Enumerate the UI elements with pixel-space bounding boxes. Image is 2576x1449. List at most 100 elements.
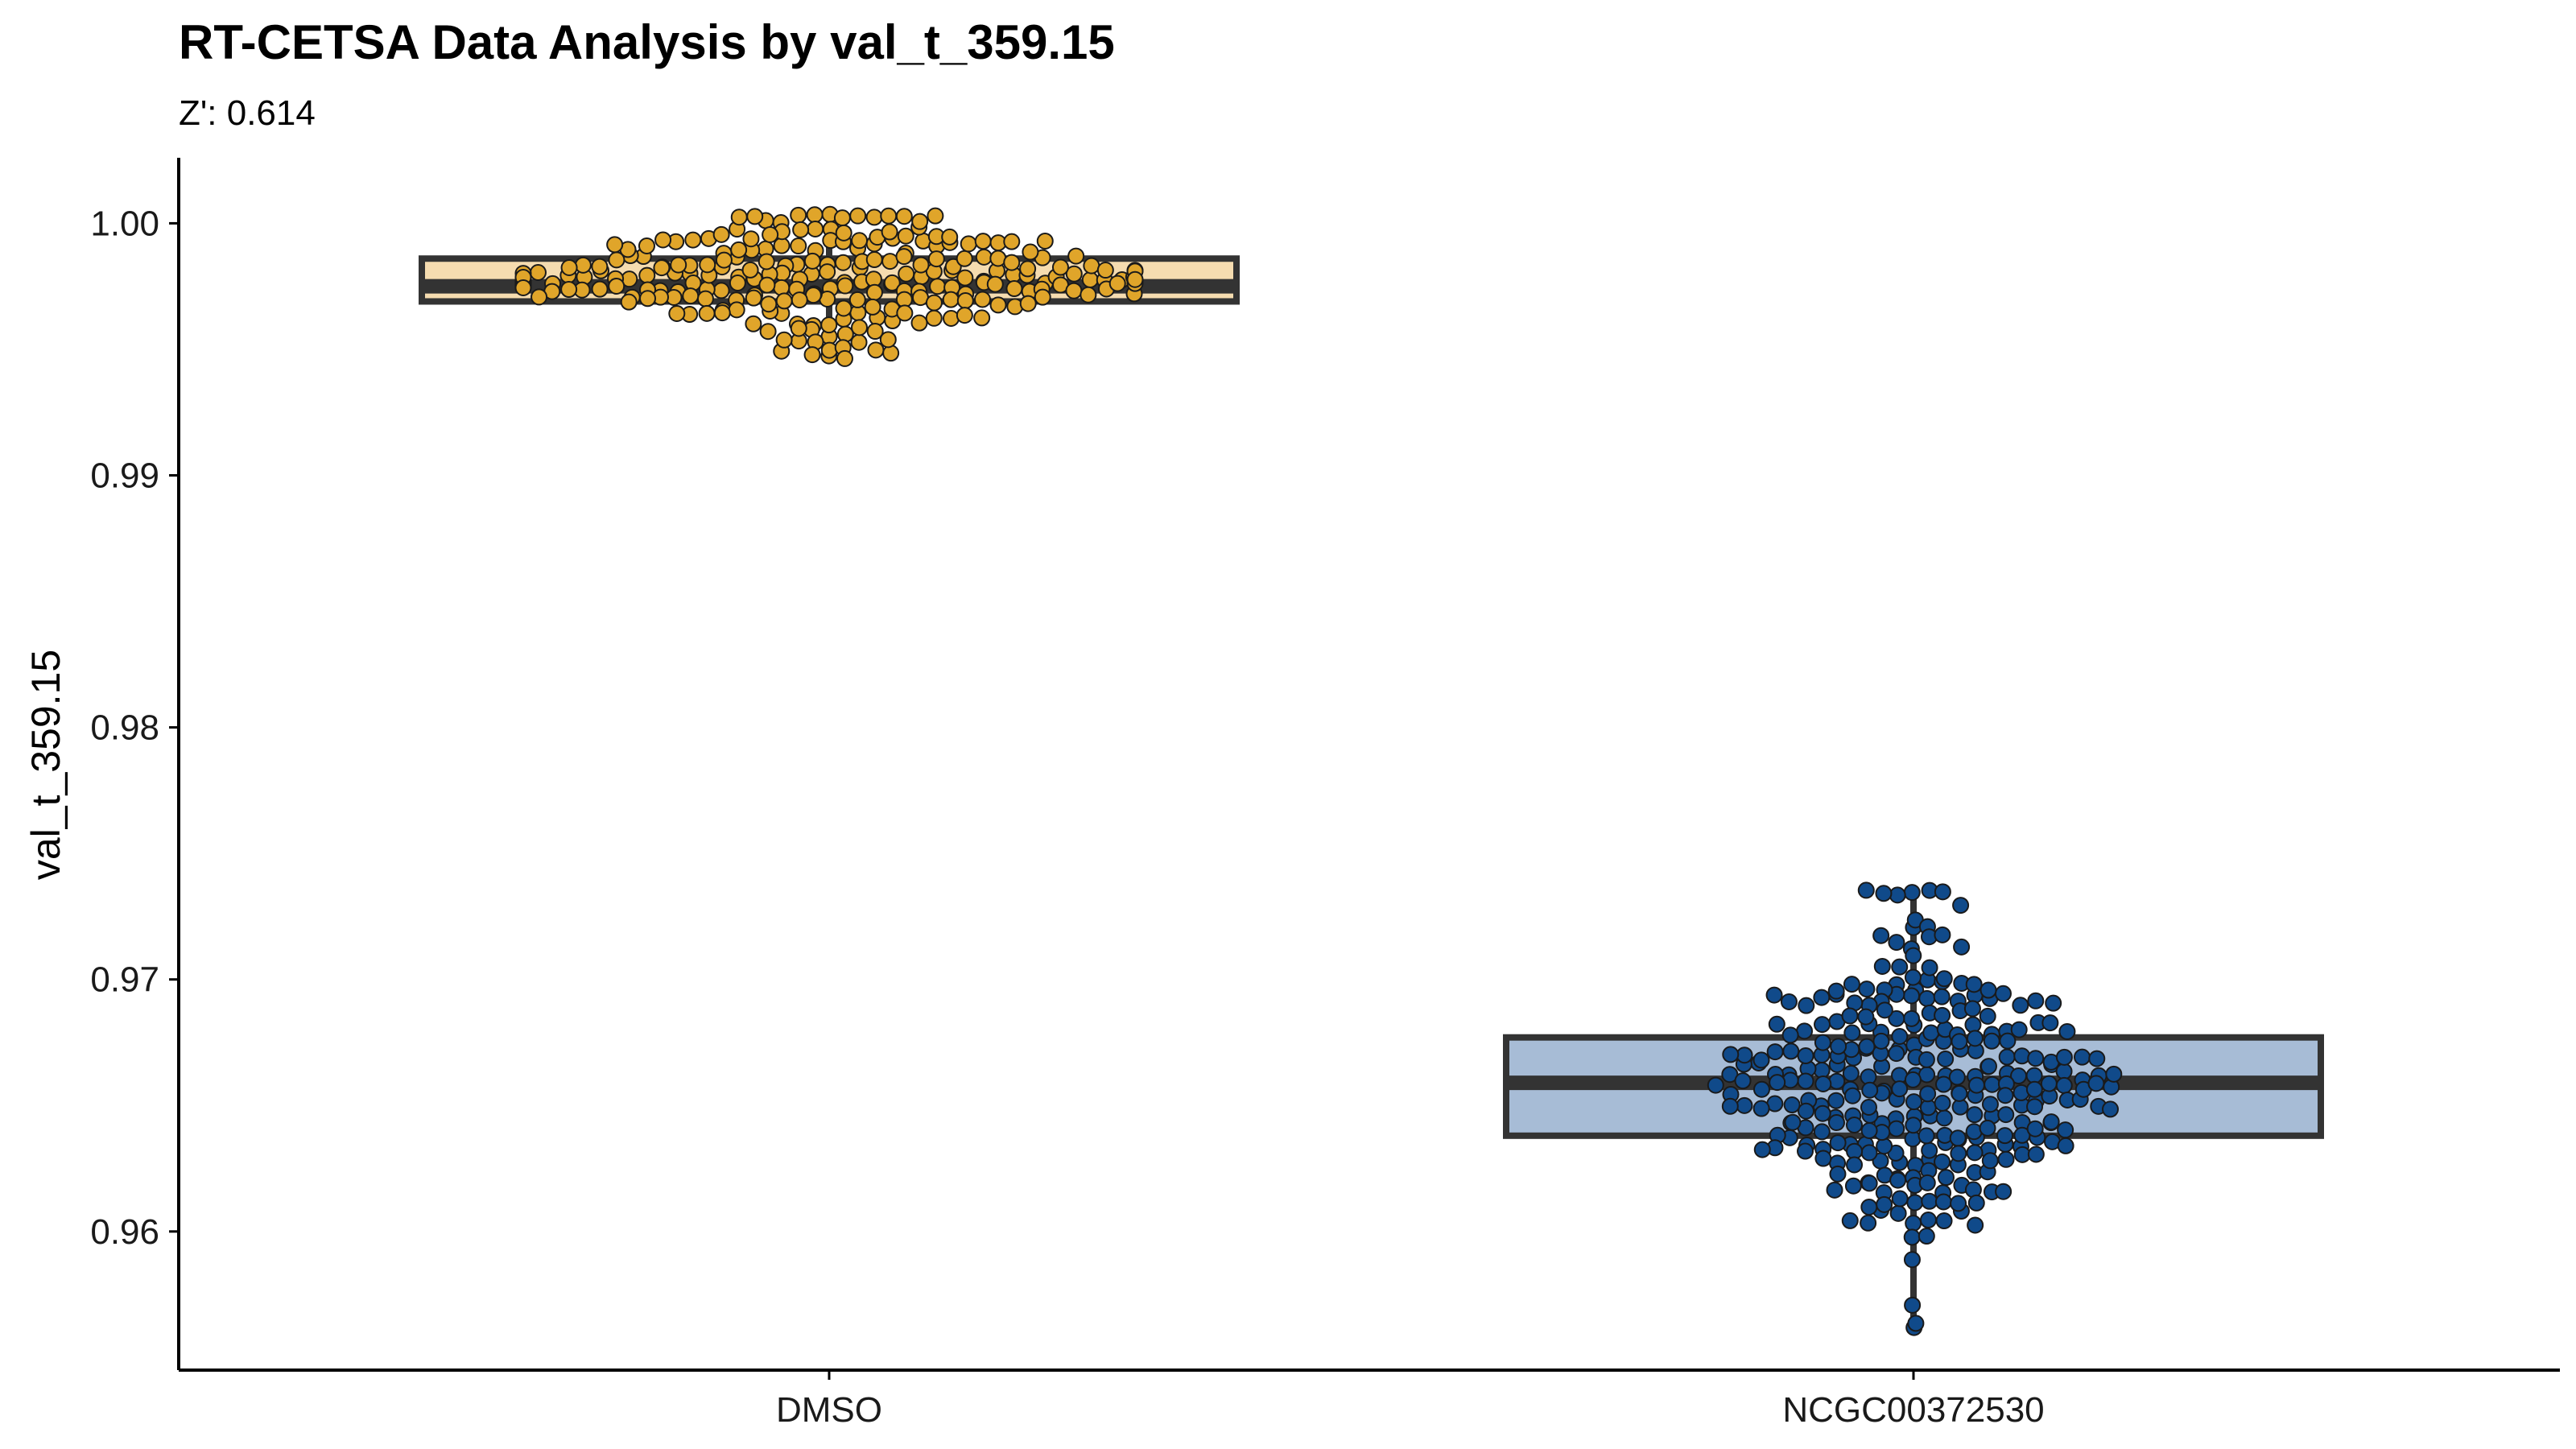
data-point [944, 258, 962, 275]
data-point [1022, 243, 1039, 261]
data-point [1752, 1100, 1770, 1117]
data-point [1769, 1074, 1786, 1092]
data-point [960, 235, 977, 253]
data-point [1005, 280, 1023, 298]
data-point [1782, 1042, 1800, 1060]
data-point [836, 349, 853, 367]
data-point [1903, 987, 1921, 1005]
data-point [1842, 1064, 1860, 1082]
data-point [865, 251, 883, 269]
data-point [943, 309, 960, 327]
data-point [1935, 970, 1953, 988]
data-point [1860, 1144, 1878, 1162]
data-point [2105, 1065, 2123, 1083]
data-point [530, 288, 548, 306]
data-point [806, 206, 824, 224]
data-point [880, 207, 898, 225]
data-point [608, 277, 625, 295]
data-point [834, 254, 852, 271]
x-tick-label: NCGC00372530 [1782, 1390, 2044, 1430]
data-point [956, 250, 973, 267]
points-dmso [514, 205, 1144, 367]
data-point [1828, 1072, 1846, 1090]
data-point [729, 274, 746, 291]
data-point [2055, 1063, 2073, 1080]
data-point [1967, 1216, 1984, 1234]
data-point [804, 287, 822, 304]
data-point [1951, 1084, 1968, 1102]
data-point [1934, 926, 1951, 943]
data-point [1950, 1145, 1967, 1162]
data-point [1905, 1117, 1922, 1134]
data-point [1780, 993, 1798, 1010]
data-point [606, 236, 624, 254]
data-point [1860, 1214, 1877, 1232]
data-point [912, 256, 930, 274]
data-point [742, 230, 760, 248]
data-point [1813, 989, 1831, 1006]
data-point [1998, 1048, 2016, 1066]
data-point [974, 291, 992, 308]
data-point [850, 333, 868, 351]
data-point [2055, 1048, 2073, 1066]
data-point [1952, 897, 1970, 914]
data-point [730, 241, 748, 258]
data-point [1707, 1076, 1724, 1094]
data-point [1938, 1169, 1955, 1187]
data-point [2045, 994, 2062, 1012]
data-point [879, 331, 897, 349]
data-point [1003, 233, 1021, 250]
data-point [1766, 1043, 1784, 1061]
data-point [1934, 1006, 1951, 1024]
data-point [1036, 232, 1054, 250]
data-point [1934, 1075, 1952, 1093]
data-point [895, 248, 913, 266]
data-point [975, 248, 993, 266]
data-point [2026, 1098, 2044, 1116]
data-point [1827, 1092, 1845, 1109]
data-point [1921, 1192, 1938, 1210]
data-point [1967, 1194, 1985, 1212]
data-point [746, 208, 764, 225]
data-point [1891, 958, 1909, 976]
data-point [1051, 258, 1069, 276]
data-point [1889, 1204, 1907, 1222]
data-point [2027, 992, 2045, 1009]
data-point [759, 323, 777, 341]
data-point [745, 289, 762, 307]
data-point [1996, 1127, 2014, 1145]
data-point [2055, 1076, 2073, 1094]
axes: 0.96 0.97 0.98 0.99 1.00 DMSO NCGC00372530 [90, 158, 2560, 1430]
data-point [1918, 989, 1936, 1007]
data-point [898, 265, 915, 283]
data-point [849, 207, 867, 225]
data-point [1967, 1076, 1985, 1094]
data-point [956, 269, 974, 287]
data-point [654, 231, 672, 249]
data-point [1858, 980, 1876, 998]
data-point [1907, 1315, 1925, 1332]
data-point [851, 232, 869, 250]
data-point [2074, 1048, 2091, 1066]
data-point [529, 263, 547, 281]
data-point [864, 298, 881, 316]
data-point [2057, 1137, 2074, 1154]
data-point [1860, 1174, 1878, 1192]
data-point [1994, 985, 2012, 1002]
data-point [833, 209, 851, 227]
data-point [1783, 1096, 1801, 1114]
data-point [1797, 1142, 1814, 1160]
data-point [942, 291, 960, 308]
data-point [974, 233, 992, 250]
data-point [668, 305, 686, 323]
data-point [2102, 1100, 2120, 1118]
data-point [851, 319, 869, 336]
data-point [1841, 1212, 1859, 1229]
data-point [670, 256, 687, 274]
data-point [1979, 981, 1997, 999]
data-point [1861, 1081, 1879, 1099]
data-point [1857, 881, 1875, 899]
data-point [989, 296, 1007, 314]
data-point [2025, 1067, 2043, 1084]
data-point [638, 266, 656, 284]
